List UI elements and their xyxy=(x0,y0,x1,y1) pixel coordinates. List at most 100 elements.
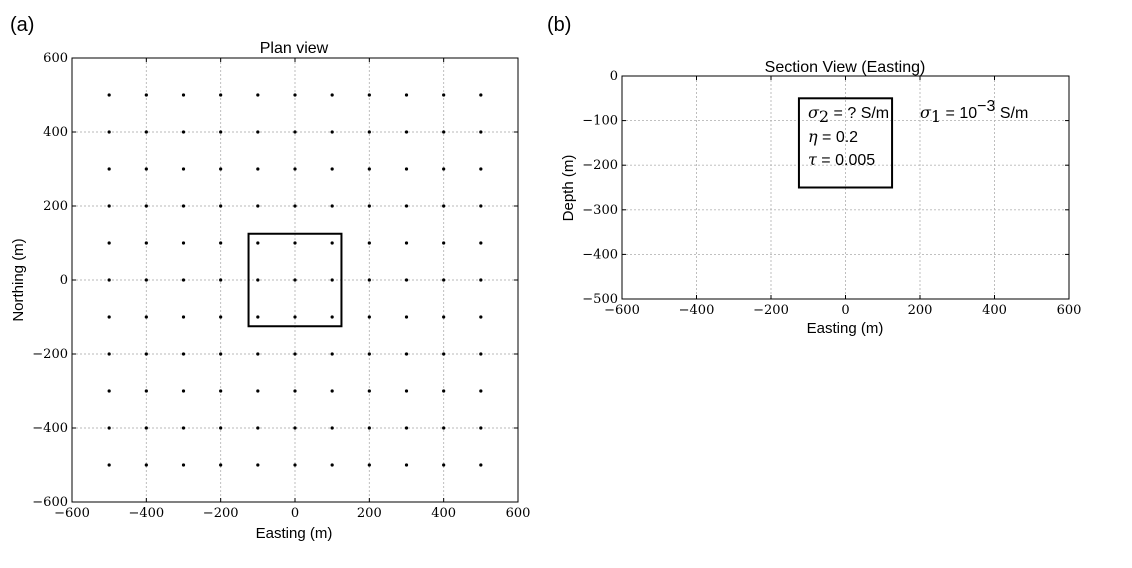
station-point xyxy=(293,352,297,356)
station-point xyxy=(442,389,446,393)
station-point xyxy=(479,315,483,319)
station-point xyxy=(144,426,148,430)
plan-view-ylabel: Northing (m) xyxy=(10,238,27,321)
station-point xyxy=(219,278,223,282)
station-point xyxy=(219,204,223,208)
eta-value: = 0.2 xyxy=(818,129,859,146)
sigma2-annotation: σ2 = ? S/m xyxy=(808,103,889,126)
station-point xyxy=(256,389,260,393)
eta-symbol: η xyxy=(808,127,818,146)
station-point xyxy=(256,204,260,208)
station-point xyxy=(107,241,111,245)
station-point xyxy=(404,204,409,208)
station-point xyxy=(107,204,111,208)
station-point xyxy=(144,204,148,208)
station-point xyxy=(181,278,186,282)
station-point xyxy=(404,130,409,134)
station-point xyxy=(219,426,223,430)
station-point xyxy=(479,463,483,467)
station-point xyxy=(219,315,223,319)
y-tick-label: 0 xyxy=(60,273,68,288)
station-point xyxy=(256,315,260,319)
station-point xyxy=(181,93,186,97)
y-tick-label: 0 xyxy=(610,69,618,84)
station-point xyxy=(144,315,148,319)
station-point xyxy=(293,278,297,282)
station-point xyxy=(404,426,409,430)
station-point xyxy=(330,389,334,393)
x-tick-label: 200 xyxy=(357,506,382,521)
station-point xyxy=(367,278,371,282)
tau-annotation: τ = 0.005 xyxy=(808,150,875,169)
target-box xyxy=(247,232,343,328)
station-point xyxy=(442,315,446,319)
station-point xyxy=(330,278,334,282)
station-point xyxy=(442,241,446,245)
station-point xyxy=(181,204,186,208)
station-point xyxy=(144,352,148,356)
plan-view-title: Plan view xyxy=(260,40,329,57)
station-point xyxy=(144,241,148,245)
y-tick-label: −200 xyxy=(582,158,618,173)
station-point xyxy=(256,130,260,134)
station-point xyxy=(181,389,186,393)
station-point xyxy=(330,352,334,356)
station-point xyxy=(404,389,409,393)
station-point xyxy=(256,167,260,171)
station-point xyxy=(256,426,260,430)
x-tick-label: −400 xyxy=(679,303,715,318)
y-tick-label: −300 xyxy=(582,203,618,218)
station-point xyxy=(107,389,111,393)
sigma1-annotation: σ1 = 10−3 S/m xyxy=(920,98,1028,126)
x-tick-label: 600 xyxy=(506,506,531,521)
station-point xyxy=(181,315,186,319)
section-view-frame xyxy=(621,75,1070,300)
station-point xyxy=(442,167,446,171)
station-point xyxy=(330,315,334,319)
x-tick-label: −400 xyxy=(128,506,164,521)
station-point xyxy=(404,241,409,245)
station-point xyxy=(107,426,111,430)
x-tick-label: −600 xyxy=(604,303,640,318)
station-point xyxy=(404,315,409,319)
station-point xyxy=(479,130,483,134)
sigma1-exponent: −3 xyxy=(977,98,995,115)
y-tick-label: −400 xyxy=(582,247,618,262)
station-point xyxy=(181,352,186,356)
y-tick-label: 200 xyxy=(43,199,68,214)
y-tick-label: −400 xyxy=(32,421,68,436)
station-point xyxy=(330,463,334,467)
station-point xyxy=(404,463,409,467)
station-point xyxy=(330,204,334,208)
y-tick-label: 600 xyxy=(43,51,68,66)
sigma2-value: = ? S/m xyxy=(829,105,889,122)
station-point xyxy=(479,426,483,430)
panel-label-b: (b) xyxy=(547,14,572,36)
station-point xyxy=(479,204,483,208)
station-point xyxy=(442,278,446,282)
station-point xyxy=(367,241,371,245)
station-point xyxy=(330,426,334,430)
x-tick-label: 400 xyxy=(982,303,1007,318)
station-point xyxy=(442,130,446,134)
station-point xyxy=(367,93,371,97)
station-point xyxy=(293,315,297,319)
station-point xyxy=(404,278,409,282)
x-tick-label: 600 xyxy=(1057,303,1082,318)
station-point xyxy=(219,130,223,134)
station-point xyxy=(107,278,111,282)
station-point xyxy=(219,352,223,356)
y-tick-label: 400 xyxy=(43,125,68,140)
station-point xyxy=(479,93,483,97)
station-point xyxy=(404,352,409,356)
station-point xyxy=(293,93,297,97)
eta-annotation: η = 0.2 xyxy=(808,127,858,146)
station-point xyxy=(442,204,446,208)
station-point xyxy=(107,130,111,134)
station-point xyxy=(219,389,223,393)
station-point xyxy=(293,389,297,393)
y-tick-label: −100 xyxy=(582,114,618,129)
station-point xyxy=(219,241,223,245)
plan-view-frame xyxy=(71,57,519,503)
station-point xyxy=(367,352,371,356)
